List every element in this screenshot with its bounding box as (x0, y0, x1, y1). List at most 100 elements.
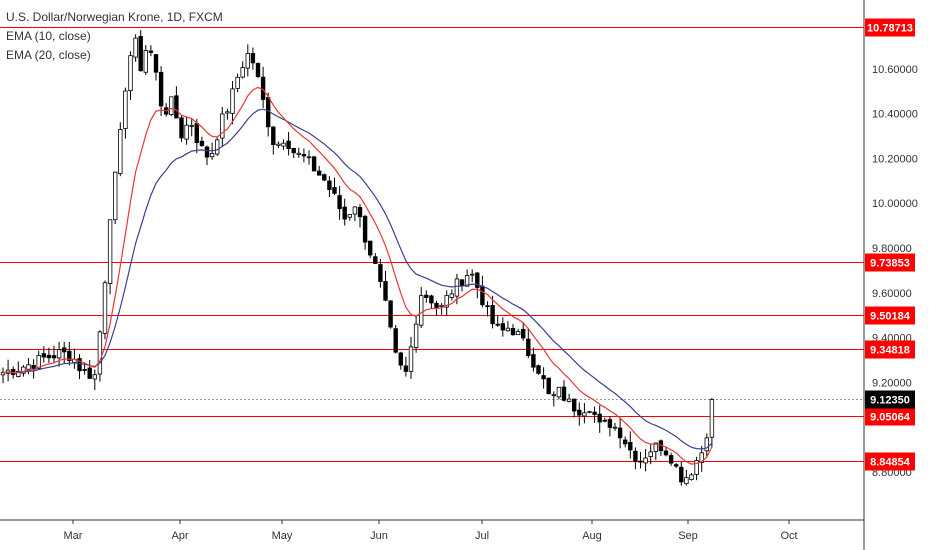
candle-body (143, 50, 148, 73)
symbol-title: U.S. Dollar/Norwegian Krone, 1D, FXCM (6, 10, 223, 24)
candle-body (123, 90, 128, 129)
level-label-text: 9.05064 (870, 412, 911, 424)
candle-body (572, 398, 577, 412)
candle-body (418, 295, 424, 326)
last-price-label: 9.12350 (865, 390, 915, 409)
candle-body (495, 323, 500, 326)
candle-body (347, 214, 352, 218)
candle-body (424, 294, 429, 298)
ema-10-legend: EMA (10, close) (6, 29, 91, 43)
candle-body (602, 419, 607, 422)
candle-body (87, 367, 92, 379)
candle-body (597, 413, 602, 423)
candle-body (587, 410, 592, 413)
candle-body (383, 281, 388, 301)
candle-body (541, 375, 546, 380)
candle-body (281, 142, 286, 147)
candle-body (153, 54, 159, 73)
candle-body (612, 426, 618, 429)
candle-body (536, 365, 541, 374)
candle-body (77, 358, 82, 372)
candle-body (444, 295, 449, 308)
candle-body (653, 442, 658, 452)
level-label-box (865, 18, 915, 37)
y-tick-label: 9.80000 (872, 243, 912, 255)
candle-body (113, 171, 118, 221)
candle-body (684, 477, 689, 485)
candle-body (296, 152, 301, 155)
candle-body (250, 53, 256, 64)
candle-body (469, 273, 475, 276)
candle-body (260, 76, 266, 100)
ema-10-line (2, 86, 713, 465)
level-label-text: 9.50184 (870, 311, 911, 323)
level-label-text: 9.34818 (870, 345, 910, 357)
candle-body (21, 366, 26, 374)
candle-body (204, 146, 210, 158)
candle-body (194, 122, 199, 143)
y-axis-ticks: 10.60000 10.40000 10.20000 10.00000 9.80000 9… (872, 64, 918, 479)
candle-body (332, 187, 337, 194)
candle-body (291, 147, 296, 154)
candle-body (515, 331, 521, 336)
candle-body (220, 113, 225, 139)
x-tick-label: May (272, 530, 293, 542)
candle-body (582, 412, 587, 417)
candle-body (454, 278, 460, 297)
candle-body (56, 349, 62, 359)
candle-body (709, 399, 715, 438)
candle-body (97, 331, 103, 375)
candle-body (179, 117, 184, 139)
candle-body (373, 256, 378, 264)
candle-body (679, 466, 684, 483)
level-label-box (865, 452, 915, 471)
x-tick-label: Apr (171, 530, 188, 542)
candle-body (577, 409, 582, 416)
candle-body (648, 451, 653, 457)
horizontal-levels[interactable] (0, 27, 864, 462)
candle-body (148, 50, 154, 53)
chart-legend: U.S. Dollar/Norwegian Krone, 1D, FXCM EM… (6, 8, 223, 65)
candle-body (704, 437, 709, 452)
y-tick-label: 10.20000 (872, 153, 918, 165)
candle-body (403, 365, 409, 372)
y-tick-label: 9.20000 (872, 377, 912, 389)
candle-body (16, 370, 21, 377)
candle-body (271, 126, 276, 146)
candle-body (214, 139, 220, 155)
candle-body (357, 207, 363, 218)
candle-body (189, 124, 194, 127)
candle-body (230, 88, 235, 114)
x-tick-label: Aug (582, 530, 602, 542)
level-label-text: 9.73853 (870, 258, 910, 270)
candle-body (301, 153, 307, 157)
candle-body (306, 156, 312, 159)
candle-body (628, 441, 633, 451)
candle-body (607, 419, 613, 428)
candle-body (510, 328, 516, 336)
candle-body (184, 124, 189, 140)
candle-body (51, 355, 57, 359)
candle-body (286, 140, 291, 149)
candle-body (367, 240, 373, 256)
x-tick-label: Jul (475, 530, 489, 542)
candle-body (592, 411, 597, 415)
candle-body (388, 300, 393, 328)
candle-body (617, 427, 623, 439)
candle-body (26, 364, 31, 370)
candle-body (623, 439, 628, 445)
candle-body (521, 328, 526, 339)
candle-body (556, 386, 562, 398)
candle-body (439, 304, 444, 307)
candle-body (311, 156, 317, 172)
candle-body (480, 285, 485, 306)
candle-body (449, 293, 454, 298)
candle-body (107, 219, 113, 284)
candle-body (36, 355, 41, 369)
y-tick-label: 10.40000 (872, 109, 918, 121)
candle-body (464, 275, 470, 287)
level-label-box (865, 340, 915, 359)
x-tick-label: Sep (678, 530, 698, 542)
candle-body (408, 346, 414, 372)
